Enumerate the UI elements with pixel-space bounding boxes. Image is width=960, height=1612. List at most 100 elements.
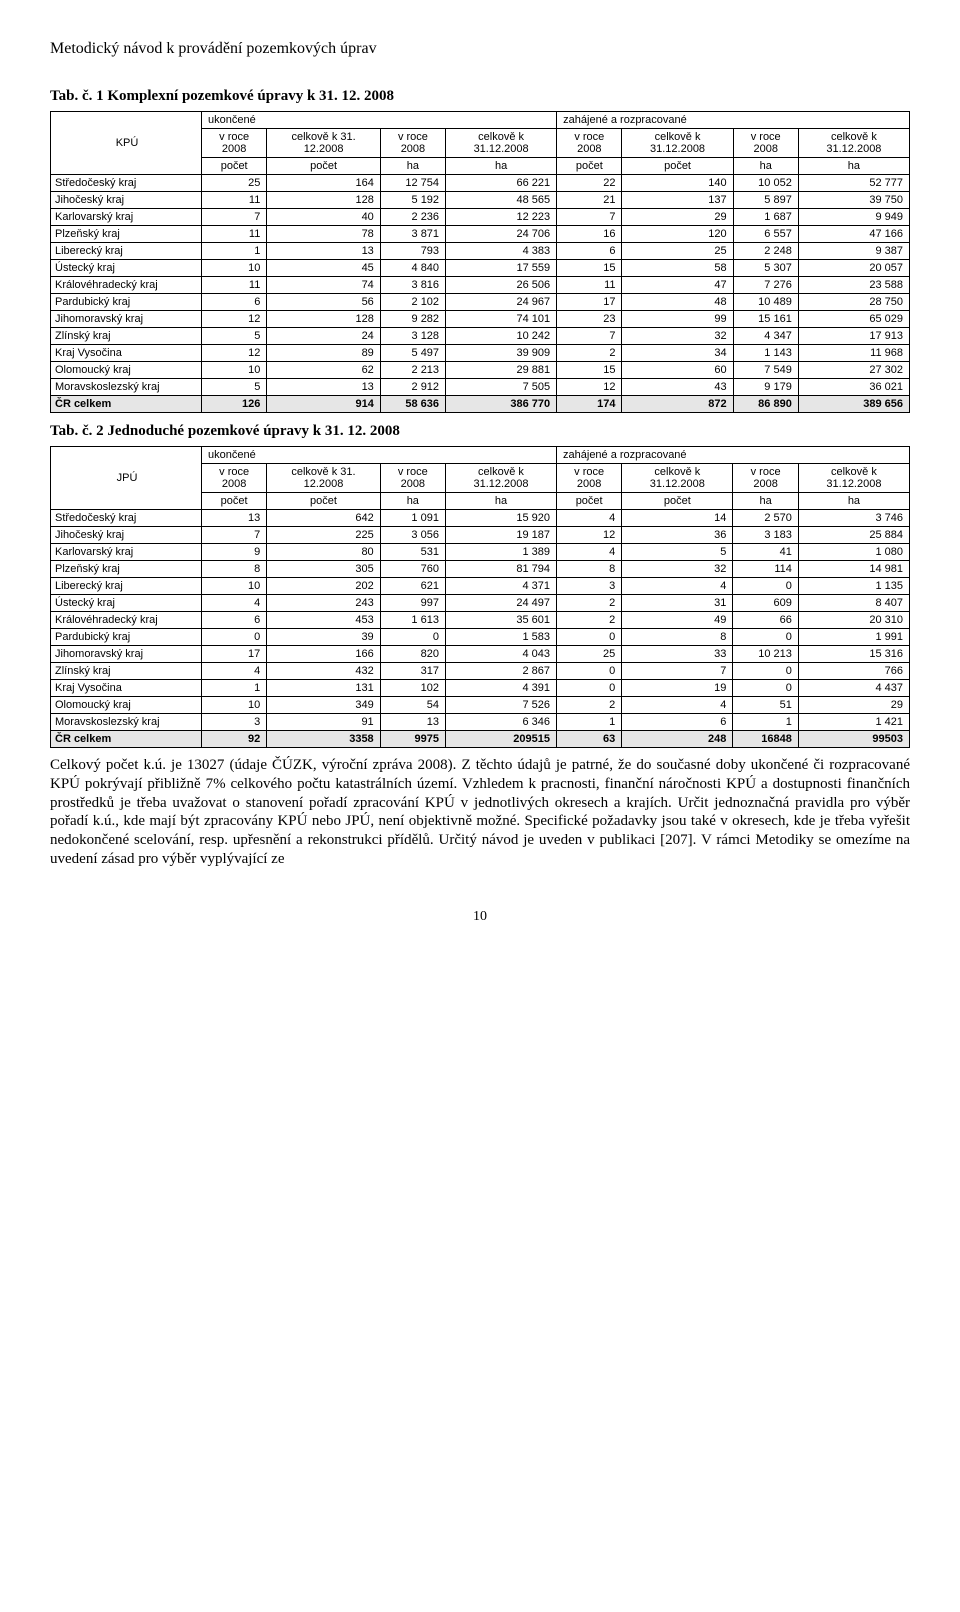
cell-value: 47	[622, 277, 733, 294]
cell-value: 12 223	[446, 209, 557, 226]
cell-value: 62	[267, 362, 380, 379]
cell-value: 66	[733, 612, 799, 629]
cell-value: 3 871	[380, 226, 445, 243]
cell-value: 4 347	[733, 328, 798, 345]
row-label: Plzeňský kraj	[51, 561, 202, 578]
cell-value: 9 949	[798, 209, 909, 226]
cell-value: 9 282	[380, 311, 445, 328]
cell-value: 66 221	[446, 175, 557, 192]
cell-value: 36	[622, 527, 733, 544]
cell-value: 6 346	[445, 714, 556, 731]
row-label: Královéhradecký kraj	[51, 277, 202, 294]
cell-value: 8	[557, 561, 622, 578]
document-header: Metodický návod k provádění pozemkových …	[50, 40, 910, 58]
cell-value: 7	[622, 663, 733, 680]
table1-group-zahajene: zahájené a rozpracované	[557, 112, 910, 129]
cell-value: 2 213	[380, 362, 445, 379]
cell-value: 8	[202, 561, 267, 578]
cell-value: 36 021	[798, 379, 909, 396]
cell-value: 140	[622, 175, 733, 192]
table-row: Liberecký kraj1137934 3836252 2489 387	[51, 243, 910, 260]
cell-value: 29	[798, 697, 909, 714]
cell-value: 1	[202, 680, 267, 697]
cell-value: 24	[267, 328, 380, 345]
table1-subcol: celkově k 31.12.2008	[446, 129, 557, 158]
cell-value: 317	[380, 663, 445, 680]
cell-value: 29	[622, 209, 733, 226]
cell-value: 0	[557, 629, 622, 646]
cell-value: 32	[622, 328, 733, 345]
total-value: 174	[557, 396, 622, 413]
cell-value: 11 968	[798, 345, 909, 362]
cell-value: 11	[202, 277, 267, 294]
cell-value: 35 601	[445, 612, 556, 629]
cell-value: 7 549	[733, 362, 798, 379]
cell-value: 49	[622, 612, 733, 629]
cell-value: 6	[557, 243, 622, 260]
cell-value: 28 750	[798, 294, 909, 311]
table2-subcol: celkově k 31.12.2008	[445, 464, 556, 493]
cell-value: 39 909	[446, 345, 557, 362]
total-value: 248	[622, 731, 733, 748]
cell-value: 47 166	[798, 226, 909, 243]
cell-value: 25	[202, 175, 267, 192]
cell-value: 0	[733, 663, 799, 680]
cell-value: 5 192	[380, 192, 445, 209]
table2-subcol: celkově k 31.12.2008	[622, 464, 733, 493]
cell-value: 2 570	[733, 510, 799, 527]
table1-subcol: celkově k 31.12.2008	[622, 129, 733, 158]
table2-subcol: v roce 2008	[733, 464, 799, 493]
cell-value: 3 128	[380, 328, 445, 345]
cell-value: 7	[557, 328, 622, 345]
table1: KPÚ ukončené zahájené a rozpracované v r…	[50, 111, 910, 413]
total-row: ČR celkem12691458 636386 77017487286 890…	[51, 396, 910, 413]
cell-value: 81 794	[445, 561, 556, 578]
table2-group-ukoncene: ukončené	[202, 447, 557, 464]
cell-value: 6 557	[733, 226, 798, 243]
cell-value: 39 750	[798, 192, 909, 209]
cell-value: 27 302	[798, 362, 909, 379]
cell-value: 7	[202, 527, 267, 544]
cell-value: 349	[267, 697, 380, 714]
cell-value: 2 102	[380, 294, 445, 311]
cell-value: 10	[202, 260, 267, 277]
cell-value: 19	[622, 680, 733, 697]
cell-value: 5	[202, 379, 267, 396]
table1-unit: ha	[380, 158, 445, 175]
cell-value: 33	[622, 646, 733, 663]
table-row: Olomoucký kraj10349547 526245129	[51, 697, 910, 714]
cell-value: 10	[202, 697, 267, 714]
table-row: Liberecký kraj102026214 3713401 135	[51, 578, 910, 595]
table-row: Středočeský kraj136421 09115 9204142 570…	[51, 510, 910, 527]
cell-value: 243	[267, 595, 380, 612]
table-row: Ústecký kraj424399724 4972316098 407	[51, 595, 910, 612]
cell-value: 1 613	[380, 612, 445, 629]
row-label: Olomoucký kraj	[51, 697, 202, 714]
cell-value: 21	[557, 192, 622, 209]
cell-value: 17 913	[798, 328, 909, 345]
cell-value: 2	[557, 697, 622, 714]
cell-value: 1 991	[798, 629, 909, 646]
cell-value: 5 307	[733, 260, 798, 277]
cell-value: 4	[557, 510, 622, 527]
cell-value: 0	[202, 629, 267, 646]
cell-value: 20 310	[798, 612, 909, 629]
table1-unit: počet	[622, 158, 733, 175]
table2-subcol: celkově k 31. 12.2008	[267, 464, 380, 493]
cell-value: 78	[267, 226, 380, 243]
cell-value: 12	[202, 345, 267, 362]
table-row: Ústecký kraj10454 84017 55915585 30720 0…	[51, 260, 910, 277]
cell-value: 531	[380, 544, 445, 561]
table1-corner: KPÚ	[51, 112, 202, 175]
table-row: Karlovarský kraj9805311 38945411 080	[51, 544, 910, 561]
table-row: Jihomoravský kraj121289 28274 101239915 …	[51, 311, 910, 328]
table-row: Jihočeský kraj111285 19248 565211375 897…	[51, 192, 910, 209]
table2-unit: ha	[380, 493, 445, 510]
cell-value: 6	[202, 294, 267, 311]
table-row: Jihomoravský kraj171668204 043253310 213…	[51, 646, 910, 663]
cell-value: 2 912	[380, 379, 445, 396]
cell-value: 10	[202, 362, 267, 379]
cell-value: 621	[380, 578, 445, 595]
cell-value: 89	[267, 345, 380, 362]
cell-value: 74 101	[446, 311, 557, 328]
